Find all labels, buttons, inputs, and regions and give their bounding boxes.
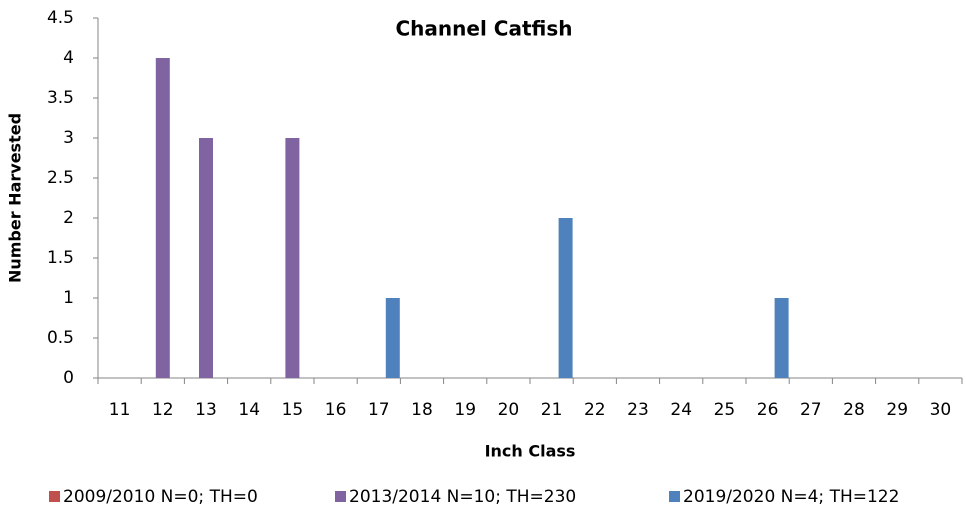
x-tick-label: 23 — [627, 400, 649, 420]
y-tick-label: 1 — [63, 288, 74, 308]
x-tick-label: 28 — [843, 400, 865, 420]
x-axis-label: Inch Class — [485, 442, 576, 461]
x-tick-label: 19 — [454, 400, 476, 420]
x-tick-label: 14 — [238, 400, 260, 420]
x-tick-label: 22 — [584, 400, 606, 420]
bar — [385, 298, 400, 378]
bar — [285, 138, 300, 378]
x-tick-label: 17 — [368, 400, 390, 420]
x-tick-label: 25 — [714, 400, 736, 420]
bar — [155, 58, 170, 378]
legend-swatch — [669, 491, 680, 502]
bar — [558, 218, 573, 378]
y-tick-label: 0 — [63, 368, 74, 388]
legend-label: 2019/2020 N=4; TH=122 — [683, 487, 899, 507]
y-tick-label: 2 — [63, 208, 74, 228]
chart-title: Channel Catfish — [396, 17, 573, 41]
x-tick-label: 27 — [800, 400, 822, 420]
x-tick-label: 12 — [152, 400, 174, 420]
x-tick-label: 30 — [930, 400, 952, 420]
x-tick-label: 18 — [411, 400, 433, 420]
x-tick-label: 21 — [541, 400, 563, 420]
legend-label: 2013/2014 N=10; TH=230 — [349, 487, 576, 507]
x-tick-label: 11 — [109, 400, 131, 420]
y-tick-label: 3.5 — [47, 88, 74, 108]
y-tick-label: 3 — [63, 128, 74, 148]
y-tick-label: 2.5 — [47, 168, 74, 188]
x-tick-label: 20 — [498, 400, 520, 420]
y-tick-label: 1.5 — [47, 248, 74, 268]
y-axis-label: Number Harvested — [6, 113, 25, 283]
bar — [774, 298, 789, 378]
legend-swatch — [49, 491, 60, 502]
y-tick-label: 4.5 — [47, 8, 74, 28]
x-tick-label: 29 — [886, 400, 908, 420]
legend-swatch — [335, 491, 346, 502]
x-tick-label: 24 — [670, 400, 692, 420]
x-tick-label: 16 — [325, 400, 347, 420]
legend-label: 2009/2010 N=0; TH=0 — [63, 487, 258, 507]
x-tick-label: 13 — [195, 400, 217, 420]
x-tick-label: 15 — [282, 400, 304, 420]
y-tick-label: 0.5 — [47, 328, 74, 348]
x-tick-label: 26 — [757, 400, 779, 420]
bar — [199, 138, 213, 378]
y-tick-label: 4 — [63, 48, 74, 68]
